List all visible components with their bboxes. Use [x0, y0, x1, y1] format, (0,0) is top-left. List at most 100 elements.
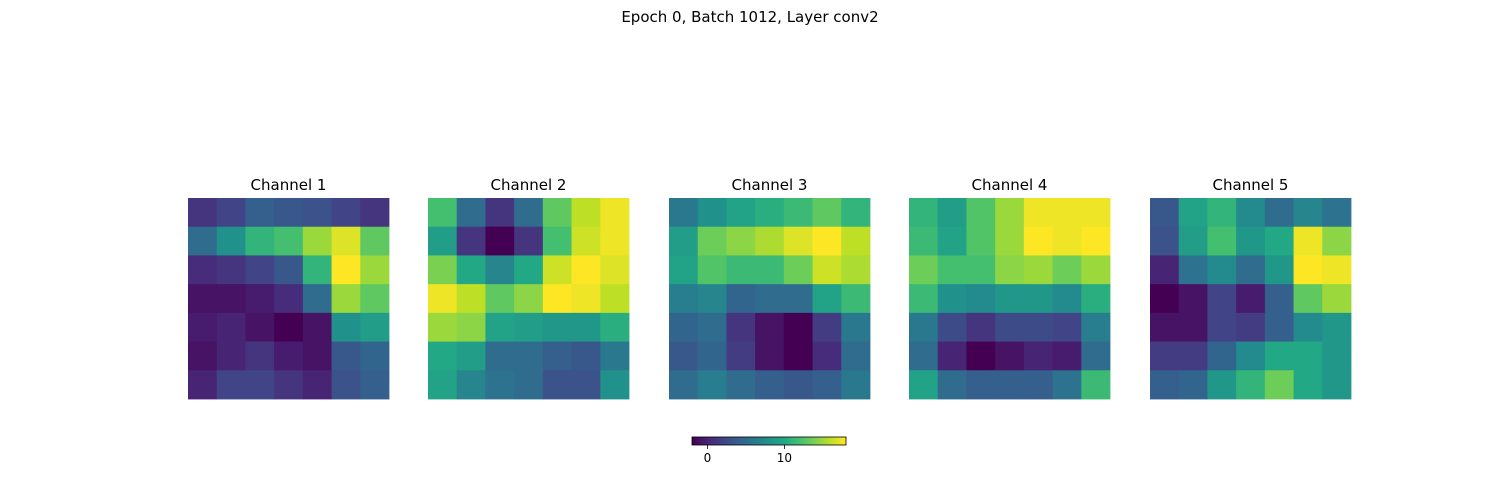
heatmap-cell: [1236, 284, 1266, 314]
heatmap-cell: [726, 284, 756, 314]
colorbar-segment: [733, 437, 735, 445]
heatmap-cell: [1264, 370, 1294, 400]
heatmap-cell: [1264, 198, 1294, 228]
heatmap-cell: [485, 226, 515, 256]
heatmap-cell: [697, 226, 727, 256]
heatmap-cell: [1236, 370, 1266, 400]
heatmap-cell: [937, 198, 967, 228]
heatmap-cell: [1322, 370, 1352, 400]
heatmap-cell: [783, 341, 813, 371]
colorbar-segment: [747, 437, 749, 445]
colorbar-segment: [716, 437, 719, 445]
heatmap-cell: [937, 312, 967, 342]
colorbar-segment: [707, 437, 710, 445]
colorbar-segment: [712, 437, 715, 445]
colorbar-segment: [783, 437, 785, 445]
heatmap-cell: [302, 255, 332, 285]
heatmap-cell: [841, 226, 871, 256]
heatmap-panels: Channel 1 Channel 2 Channel 3 Channel 4 Chan…: [188, 176, 1352, 400]
colorbar-segment: [828, 437, 830, 445]
colorbar-segment: [839, 437, 842, 445]
heatmap-cell: [188, 370, 218, 400]
heatmap-cell: [331, 226, 361, 256]
heatmap-cell: [812, 226, 842, 256]
heatmap-cell: [542, 198, 572, 228]
colorbar-segment: [789, 437, 792, 445]
colorbar-segment: [812, 437, 815, 445]
colorbar-segment: [704, 437, 707, 445]
heatmap-cell: [1293, 198, 1323, 228]
heatmap-cell: [456, 255, 486, 285]
heatmap-cell: [456, 370, 486, 400]
heatmap-cell: [726, 341, 756, 371]
colorbar-segment: [843, 437, 846, 445]
heatmap-cell: [1207, 255, 1237, 285]
heatmap-cell: [1150, 370, 1180, 400]
heatmap-cell: [360, 341, 390, 371]
heatmap-cell: [1293, 312, 1323, 342]
figure-suptitle: Epoch 0, Batch 1012, Layer conv2: [621, 8, 878, 26]
heatmap-cell: [542, 370, 572, 400]
heatmap-cell: [1207, 284, 1237, 314]
heatmap-cell: [669, 312, 699, 342]
colorbar-segment: [753, 437, 756, 445]
heatmap-cell: [909, 198, 939, 228]
panel-title: Channel 4: [972, 176, 1048, 194]
colorbar-segment: [815, 437, 817, 445]
heatmap-cell: [360, 255, 390, 285]
heatmap-cell: [1178, 226, 1208, 256]
heatmap-cell: [812, 312, 842, 342]
colorbar-segment: [771, 437, 774, 445]
heatmap-cell: [216, 255, 246, 285]
heatmap-cell: [428, 226, 458, 256]
heatmap-cell: [1150, 341, 1180, 371]
heatmap-panel: Channel 5: [1150, 176, 1352, 400]
heatmap-cell: [245, 341, 275, 371]
colorbar-segment: [820, 437, 823, 445]
heatmap-cell: [669, 226, 699, 256]
heatmap-cell: [1293, 226, 1323, 256]
heatmap-cell: [966, 370, 996, 400]
colorbar-segment: [765, 437, 767, 445]
heatmap-cell: [456, 341, 486, 371]
heatmap-cell: [360, 198, 390, 228]
heatmap-cell: [841, 284, 871, 314]
heatmap-cell: [1052, 370, 1082, 400]
heatmap-cell: [542, 312, 572, 342]
colorbar-segment: [761, 437, 763, 445]
heatmap-cell: [1052, 312, 1082, 342]
heatmap-cell: [485, 370, 515, 400]
colorbar-segment: [788, 437, 790, 445]
colorbar-segment: [817, 437, 820, 445]
heatmap-cell: [697, 255, 727, 285]
colorbar-segment: [754, 437, 757, 445]
colorbar-segment: [790, 437, 793, 445]
colorbar-segment: [706, 437, 708, 445]
colorbar-segment: [711, 437, 713, 445]
colorbar-segment: [813, 437, 816, 445]
colorbar-segment: [821, 437, 824, 445]
heatmap-cell: [571, 255, 601, 285]
heatmap-cell: [1322, 312, 1352, 342]
heatmap-cell: [1081, 198, 1111, 228]
heatmap-cell: [1178, 284, 1208, 314]
heatmap-panel: Channel 1: [188, 176, 390, 400]
heatmap-cell: [755, 284, 785, 314]
colorbar-segment: [693, 437, 695, 445]
colorbar-segment: [804, 437, 807, 445]
heatmap-cell: [542, 341, 572, 371]
heatmap-cell: [302, 341, 332, 371]
heatmap-cell: [1081, 226, 1111, 256]
colorbar-segment: [793, 437, 796, 445]
colorbar-segment: [709, 437, 712, 445]
heatmap-cell: [485, 341, 515, 371]
colorbar-segment: [785, 437, 788, 445]
heatmap-cell: [726, 255, 756, 285]
panel-title: Channel 2: [491, 176, 567, 194]
colorbar-segment: [838, 437, 840, 445]
heatmap-cell: [966, 198, 996, 228]
heatmap-cell: [1264, 284, 1294, 314]
colorbar-segment: [699, 437, 702, 445]
colorbar-outline: [691, 436, 847, 446]
heatmap-cell: [726, 226, 756, 256]
